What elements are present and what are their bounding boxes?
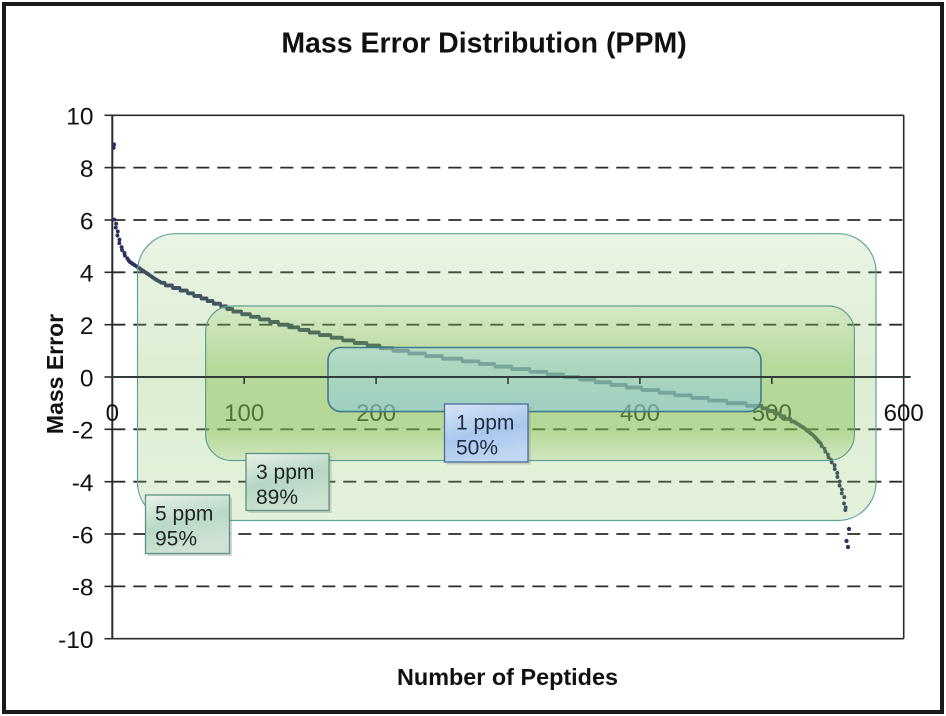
svg-text:5 ppm: 5 ppm xyxy=(155,503,213,526)
svg-text:3 ppm: 3 ppm xyxy=(256,461,314,484)
svg-text:0: 0 xyxy=(80,365,94,392)
svg-text:8: 8 xyxy=(80,156,94,183)
svg-text:-6: -6 xyxy=(72,522,94,549)
svg-text:Number of Peptides: Number of Peptides xyxy=(397,664,618,690)
svg-text:-4: -4 xyxy=(72,470,94,497)
svg-text:-8: -8 xyxy=(72,575,94,602)
svg-text:-2: -2 xyxy=(72,418,94,445)
svg-text:2: 2 xyxy=(80,313,94,340)
svg-text:6: 6 xyxy=(80,208,94,235)
svg-text:-10: -10 xyxy=(58,627,93,654)
svg-text:10: 10 xyxy=(66,104,93,131)
svg-text:50%: 50% xyxy=(456,437,498,460)
svg-text:95%: 95% xyxy=(155,528,197,551)
svg-text:4: 4 xyxy=(80,261,94,288)
svg-text:0: 0 xyxy=(106,400,119,427)
svg-text:1 ppm: 1 ppm xyxy=(456,412,514,435)
svg-text:Mass Error Distribution (PPM): Mass Error Distribution (PPM) xyxy=(281,28,686,60)
svg-text:600: 600 xyxy=(884,400,924,427)
svg-text:Mass Error: Mass Error xyxy=(42,314,68,434)
svg-text:89%: 89% xyxy=(256,486,298,509)
